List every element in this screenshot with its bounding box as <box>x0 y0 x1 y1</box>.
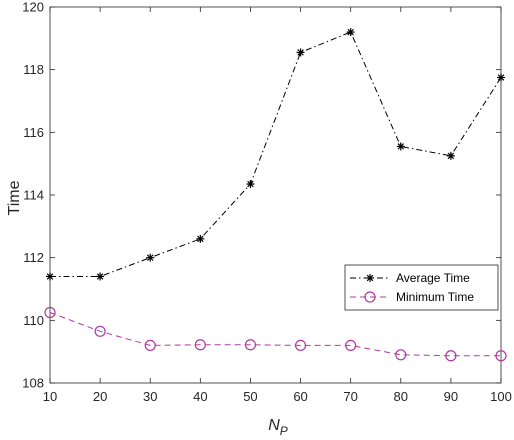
x-tick-label: 60 <box>293 389 307 404</box>
data-point-average-time <box>396 142 405 151</box>
data-point-average-time <box>96 272 105 281</box>
y-tick-label: 114 <box>23 188 44 203</box>
data-point-minimum-time <box>345 339 357 351</box>
y-tick-label: 110 <box>23 313 44 328</box>
data-point-average-time <box>146 253 155 262</box>
x-tick-label: 10 <box>43 389 57 404</box>
data-point-minimum-time <box>44 306 56 319</box>
y-tick-label: 120 <box>22 0 44 15</box>
plot-area <box>49 6 502 384</box>
x-tick-label: 50 <box>243 389 257 404</box>
x-tick-label: 80 <box>394 389 408 404</box>
data-point-minimum-time <box>144 339 156 351</box>
legend-asterisk <box>366 274 374 282</box>
data-point-average-time <box>346 28 355 37</box>
data-point-minimum-time <box>194 339 206 351</box>
x-tick-label: 20 <box>93 389 107 404</box>
series-layer <box>44 28 507 362</box>
y-axis-ticks: 108 110 112 114 116 118 120 <box>22 0 501 391</box>
x-tick-label: 100 <box>490 389 512 404</box>
x-tick-label: 70 <box>343 389 357 404</box>
legend-marker-minimum <box>364 291 376 303</box>
legend-marker-average <box>366 274 374 282</box>
x-axis-label-main: N <box>268 417 280 434</box>
series-line-average-time <box>50 31 502 277</box>
data-point-minimum-time <box>94 325 106 337</box>
y-tick-label: 116 <box>23 125 44 140</box>
data-point-average-time <box>246 180 255 189</box>
data-point-minimum-time <box>395 349 407 361</box>
x-axis-label-subscript: P <box>280 424 288 438</box>
data-point-minimum-time <box>294 339 307 351</box>
data-point-average-time <box>446 151 455 160</box>
legend-label-average: Average Time <box>396 271 470 285</box>
y-tick-label: 118 <box>23 62 44 77</box>
data-point-minimum-time <box>244 339 257 351</box>
data-point-average-time <box>196 234 205 243</box>
x-axis-label: NP <box>268 417 288 438</box>
y-tick-label: 112 <box>23 250 44 265</box>
data-point-average-time <box>296 48 305 57</box>
x-axis-ticks: 10 20 30 40 50 60 70 80 90 100 <box>43 7 512 404</box>
legend-label-minimum: Minimum Time <box>396 290 474 304</box>
data-point-average-time <box>46 272 54 281</box>
x-tick-label: 90 <box>444 389 458 404</box>
legend: Average Time Minimum Time <box>344 264 499 311</box>
data-point-minimum-time <box>445 350 457 362</box>
y-tick-label: 108 <box>22 376 44 391</box>
data-point-average-time <box>497 73 505 82</box>
y-axis-label: Time <box>6 180 23 215</box>
plot-border <box>49 6 502 384</box>
x-tick-label: 30 <box>143 389 157 404</box>
series-line-minimum-time <box>49 312 501 357</box>
data-point-minimum-time <box>495 350 507 362</box>
x-tick-label: 40 <box>193 389 207 404</box>
